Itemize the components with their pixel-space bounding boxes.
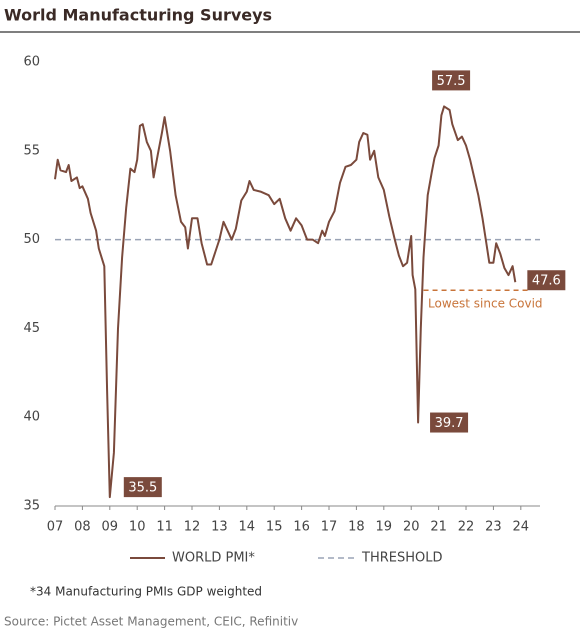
callout-box xyxy=(432,70,471,91)
series-line xyxy=(54,105,517,499)
x-tick-label: 09 xyxy=(102,520,119,535)
source: Source: Pictet Asset Management, CEIC, R… xyxy=(4,615,298,629)
chart-title: World Manufacturing Surveys xyxy=(4,6,272,25)
x-tick-label: 18 xyxy=(348,520,365,535)
callout-label: 35.5 xyxy=(128,481,157,496)
callout-box xyxy=(527,270,566,291)
x-tick-label: 15 xyxy=(266,520,283,535)
y-tick-label: 50 xyxy=(23,232,40,247)
x-tick-label: 16 xyxy=(293,520,310,535)
x-tick-label: 21 xyxy=(430,520,447,535)
x-tick-label: 08 xyxy=(74,520,91,535)
x-tick-label: 23 xyxy=(485,520,502,535)
x-tick-label: 20 xyxy=(403,520,420,535)
x-tick-label: 19 xyxy=(376,520,393,535)
callout-label: 57.5 xyxy=(437,74,466,89)
x-tick-label: 17 xyxy=(321,520,338,535)
callout-box xyxy=(123,477,162,498)
note-label: Lowest since Covid xyxy=(428,297,543,311)
callout-box xyxy=(430,412,469,433)
x-tick-label: 10 xyxy=(129,520,146,535)
footnote: *34 Manufacturing PMIs GDP weighted xyxy=(30,585,262,599)
y-tick-label: 55 xyxy=(23,143,40,158)
x-tick-label: 14 xyxy=(239,520,256,535)
callout-label: 39.7 xyxy=(435,416,464,431)
legend-label: THRESHOLD xyxy=(361,551,442,566)
x-tick-label: 07 xyxy=(47,520,64,535)
callout-label: 47.6 xyxy=(532,274,561,289)
y-tick-label: 45 xyxy=(23,321,40,336)
x-tick-label: 12 xyxy=(184,520,201,535)
x-tick-label: 24 xyxy=(513,520,530,535)
x-tick-label: 13 xyxy=(211,520,228,535)
y-tick-label: 35 xyxy=(23,499,40,514)
legend-label: WORLD PMI* xyxy=(172,551,255,566)
x-tick-label: 11 xyxy=(156,520,173,535)
y-tick-label: 40 xyxy=(23,410,40,425)
x-tick-label: 22 xyxy=(458,520,475,535)
y-tick-label: 60 xyxy=(23,55,40,70)
